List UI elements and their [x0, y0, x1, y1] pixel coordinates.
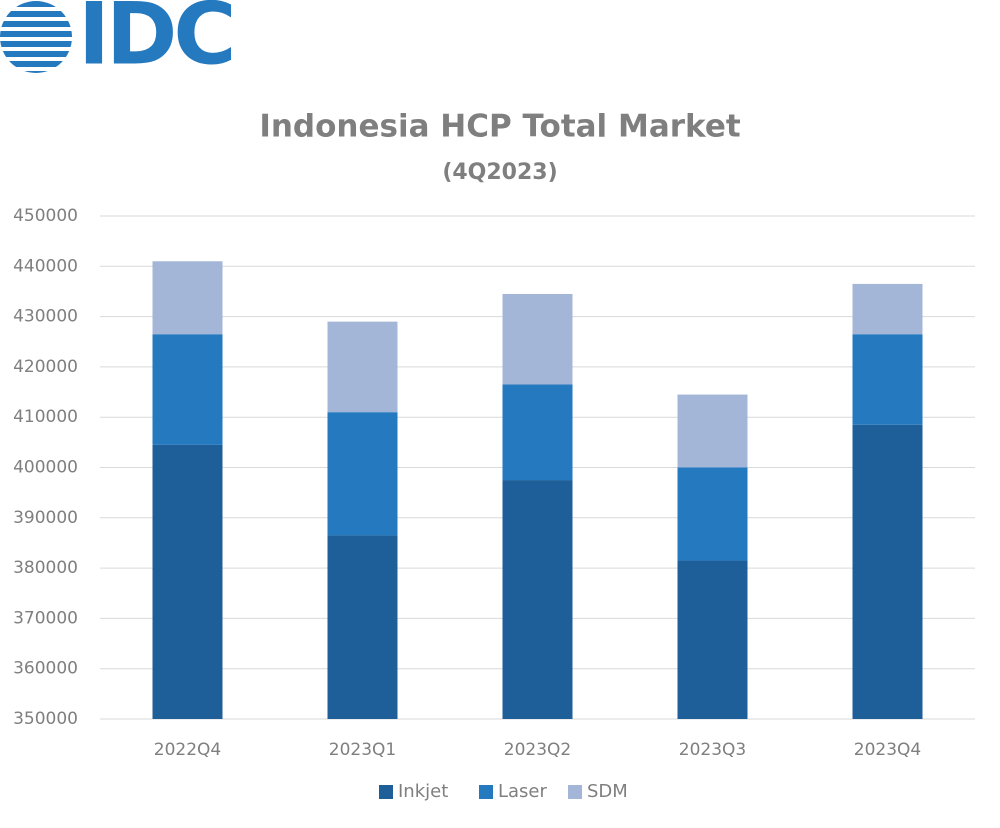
y-tick-label: 440000 — [13, 256, 78, 276]
bar-segment — [852, 424, 923, 719]
x-tick-label: 2023Q2 — [504, 740, 571, 760]
bar-segment — [677, 560, 748, 719]
x-tick-label: 2022Q4 — [154, 740, 221, 760]
bar-segment — [327, 412, 398, 536]
bar-segment — [327, 321, 398, 413]
y-tick-label: 350000 — [13, 709, 78, 729]
x-tick-label: 2023Q4 — [854, 740, 921, 760]
y-tick-label: 420000 — [13, 357, 78, 377]
bar-segment — [852, 283, 923, 335]
bar-segment — [852, 334, 923, 425]
y-tick-label: 380000 — [13, 558, 78, 578]
bar-segment — [327, 535, 398, 719]
bar-segment — [152, 334, 223, 445]
bar-segment — [502, 480, 573, 719]
logo: IDC — [0, 0, 237, 84]
legend-swatch — [379, 785, 393, 799]
bar-segment — [677, 467, 748, 561]
bar-segment — [152, 444, 223, 719]
legend-label: Laser — [498, 781, 548, 802]
bar-segment — [677, 394, 748, 468]
bar-segment — [502, 384, 573, 481]
y-tick-label: 430000 — [13, 307, 78, 327]
chart-subtitle: (4Q2023) — [442, 160, 557, 185]
chart-title: Indonesia HCP Total Market — [259, 109, 741, 145]
y-tick-label: 400000 — [13, 458, 78, 478]
x-tick-label: 2023Q1 — [329, 740, 396, 760]
x-tick-label: 2023Q3 — [679, 740, 746, 760]
logo-text: IDC — [78, 0, 233, 84]
y-tick-label: 450000 — [13, 206, 78, 226]
y-tick-label: 390000 — [13, 508, 78, 528]
legend-swatch — [479, 785, 493, 799]
legend-swatch — [568, 785, 582, 799]
y-tick-label: 410000 — [13, 407, 78, 427]
bar-segment — [502, 293, 573, 385]
y-tick-label: 360000 — [13, 659, 78, 679]
legend-label: SDM — [587, 781, 628, 802]
y-tick-label: 370000 — [13, 608, 78, 628]
bar-segment — [152, 261, 223, 335]
legend-label: Inkjet — [398, 781, 448, 802]
